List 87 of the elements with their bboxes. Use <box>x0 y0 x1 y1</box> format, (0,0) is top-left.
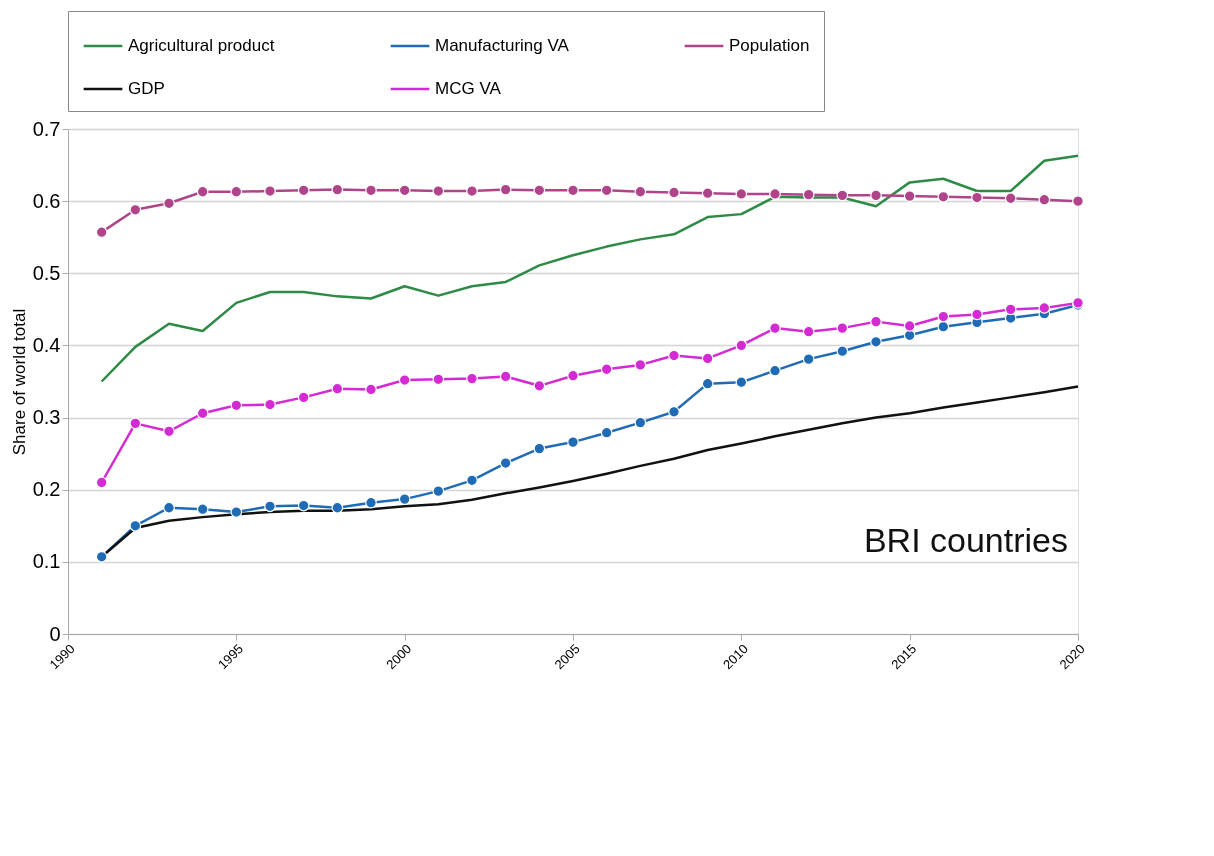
point <box>1072 195 1084 207</box>
point <box>870 335 882 348</box>
point <box>196 503 209 516</box>
point <box>129 519 142 532</box>
point <box>398 184 411 197</box>
point <box>432 185 445 197</box>
point <box>937 310 950 323</box>
point <box>331 183 344 196</box>
point <box>196 407 209 420</box>
y-tick-label: 0.5 <box>32 261 61 284</box>
point <box>1004 192 1017 205</box>
annotation: BRI countries <box>863 521 1068 559</box>
point <box>937 190 950 203</box>
point <box>634 416 647 429</box>
legend-label: GDP <box>128 79 165 98</box>
point <box>668 349 680 362</box>
point <box>95 476 108 489</box>
point <box>533 184 546 197</box>
point <box>230 399 243 412</box>
point <box>129 417 142 430</box>
point <box>230 506 243 518</box>
point <box>365 383 377 396</box>
point <box>533 379 546 392</box>
point <box>634 359 647 371</box>
point <box>600 184 613 197</box>
point <box>802 353 815 365</box>
point <box>836 189 849 202</box>
point <box>95 550 108 563</box>
point <box>264 185 276 197</box>
legend-label: Population <box>729 36 810 55</box>
point <box>567 369 579 382</box>
point <box>600 426 613 439</box>
point <box>129 203 142 216</box>
point <box>701 352 714 365</box>
y-tick-label: 0.1 <box>32 550 61 573</box>
point <box>668 186 680 199</box>
y-tick-label: 0.4 <box>32 333 61 356</box>
point <box>634 185 647 198</box>
point <box>499 183 512 196</box>
point <box>735 188 748 200</box>
point <box>836 322 849 334</box>
y-tick-label: 0.3 <box>32 406 61 429</box>
point <box>802 325 815 338</box>
point <box>903 320 916 332</box>
point <box>196 185 209 198</box>
point <box>264 398 276 411</box>
point <box>297 391 310 404</box>
point <box>163 425 175 438</box>
point <box>432 485 445 497</box>
point <box>533 442 546 455</box>
point <box>701 187 714 200</box>
point <box>499 457 512 469</box>
point <box>769 322 781 334</box>
point <box>567 436 579 448</box>
line-series <box>100 154 1080 383</box>
point <box>668 405 680 418</box>
point <box>466 372 478 385</box>
point <box>870 189 882 202</box>
legend-label: MCG VA <box>435 79 502 98</box>
point <box>836 345 849 358</box>
y-axis-title: Share of world total <box>9 308 29 456</box>
point <box>1038 302 1051 314</box>
y-tick-label: 0.2 <box>32 478 61 501</box>
point <box>600 363 613 376</box>
legend-label: Manufacturing VA <box>435 36 570 55</box>
y-tick-label: 0.6 <box>32 189 61 212</box>
point <box>735 339 748 352</box>
point <box>971 308 983 321</box>
point <box>398 493 411 505</box>
point <box>971 191 983 204</box>
point <box>163 501 175 514</box>
point <box>735 376 748 389</box>
point <box>903 190 916 202</box>
point <box>297 499 310 512</box>
point <box>230 185 243 198</box>
legend-label: Agricultural product <box>128 36 275 55</box>
point <box>264 500 276 513</box>
point <box>432 373 445 386</box>
point <box>466 185 478 197</box>
y-tick-label: 0 <box>49 622 61 645</box>
point <box>499 370 512 383</box>
y-tick-label: 0.7 <box>32 117 61 140</box>
point <box>769 188 781 200</box>
point <box>1004 303 1017 316</box>
point <box>331 501 344 514</box>
point <box>398 374 411 386</box>
point <box>297 184 310 197</box>
